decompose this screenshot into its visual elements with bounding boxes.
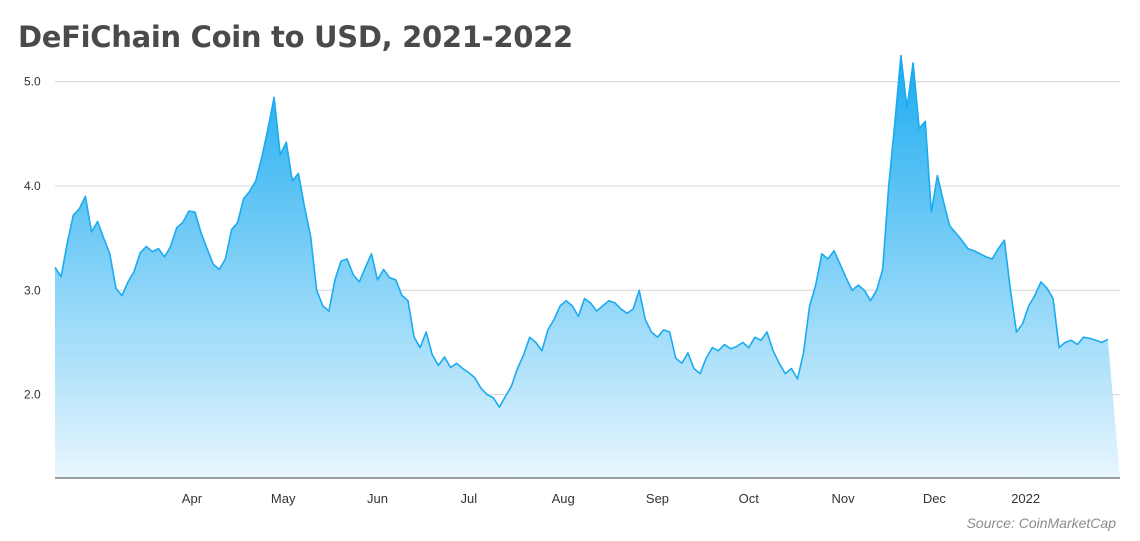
x-tick-label: Aug — [552, 491, 575, 506]
x-tick-label: Jul — [461, 491, 478, 506]
y-axis-ticks: 2.0 3.0 4.0 5.0 — [24, 75, 41, 402]
area-series — [54, 54, 1120, 478]
x-tick-label: Sep — [646, 491, 669, 506]
source-note: Source: CoinMarketCap — [966, 515, 1116, 531]
y-tick-label: 4.0 — [24, 179, 41, 193]
x-tick-label: Jun — [367, 491, 388, 506]
series-line — [54, 54, 1109, 408]
chart-title: DeFiChain Coin to USD, 2021-2022 — [18, 20, 573, 54]
area-fill — [55, 55, 1120, 478]
x-tick-label: Dec — [923, 491, 947, 506]
x-tick-label: 2022 — [1011, 491, 1040, 506]
x-tick-label: Nov — [832, 491, 856, 506]
x-tick-label: May — [271, 491, 296, 506]
y-tick-label: 5.0 — [24, 75, 41, 89]
x-axis-ticks: Apr May Jun Jul Aug Sep Oct Nov Dec 2022 — [182, 491, 1040, 506]
y-tick-label: 2.0 — [24, 388, 41, 402]
x-tick-label: Apr — [182, 491, 203, 506]
x-tick-label: Oct — [739, 491, 760, 506]
y-tick-label: 3.0 — [24, 283, 41, 297]
